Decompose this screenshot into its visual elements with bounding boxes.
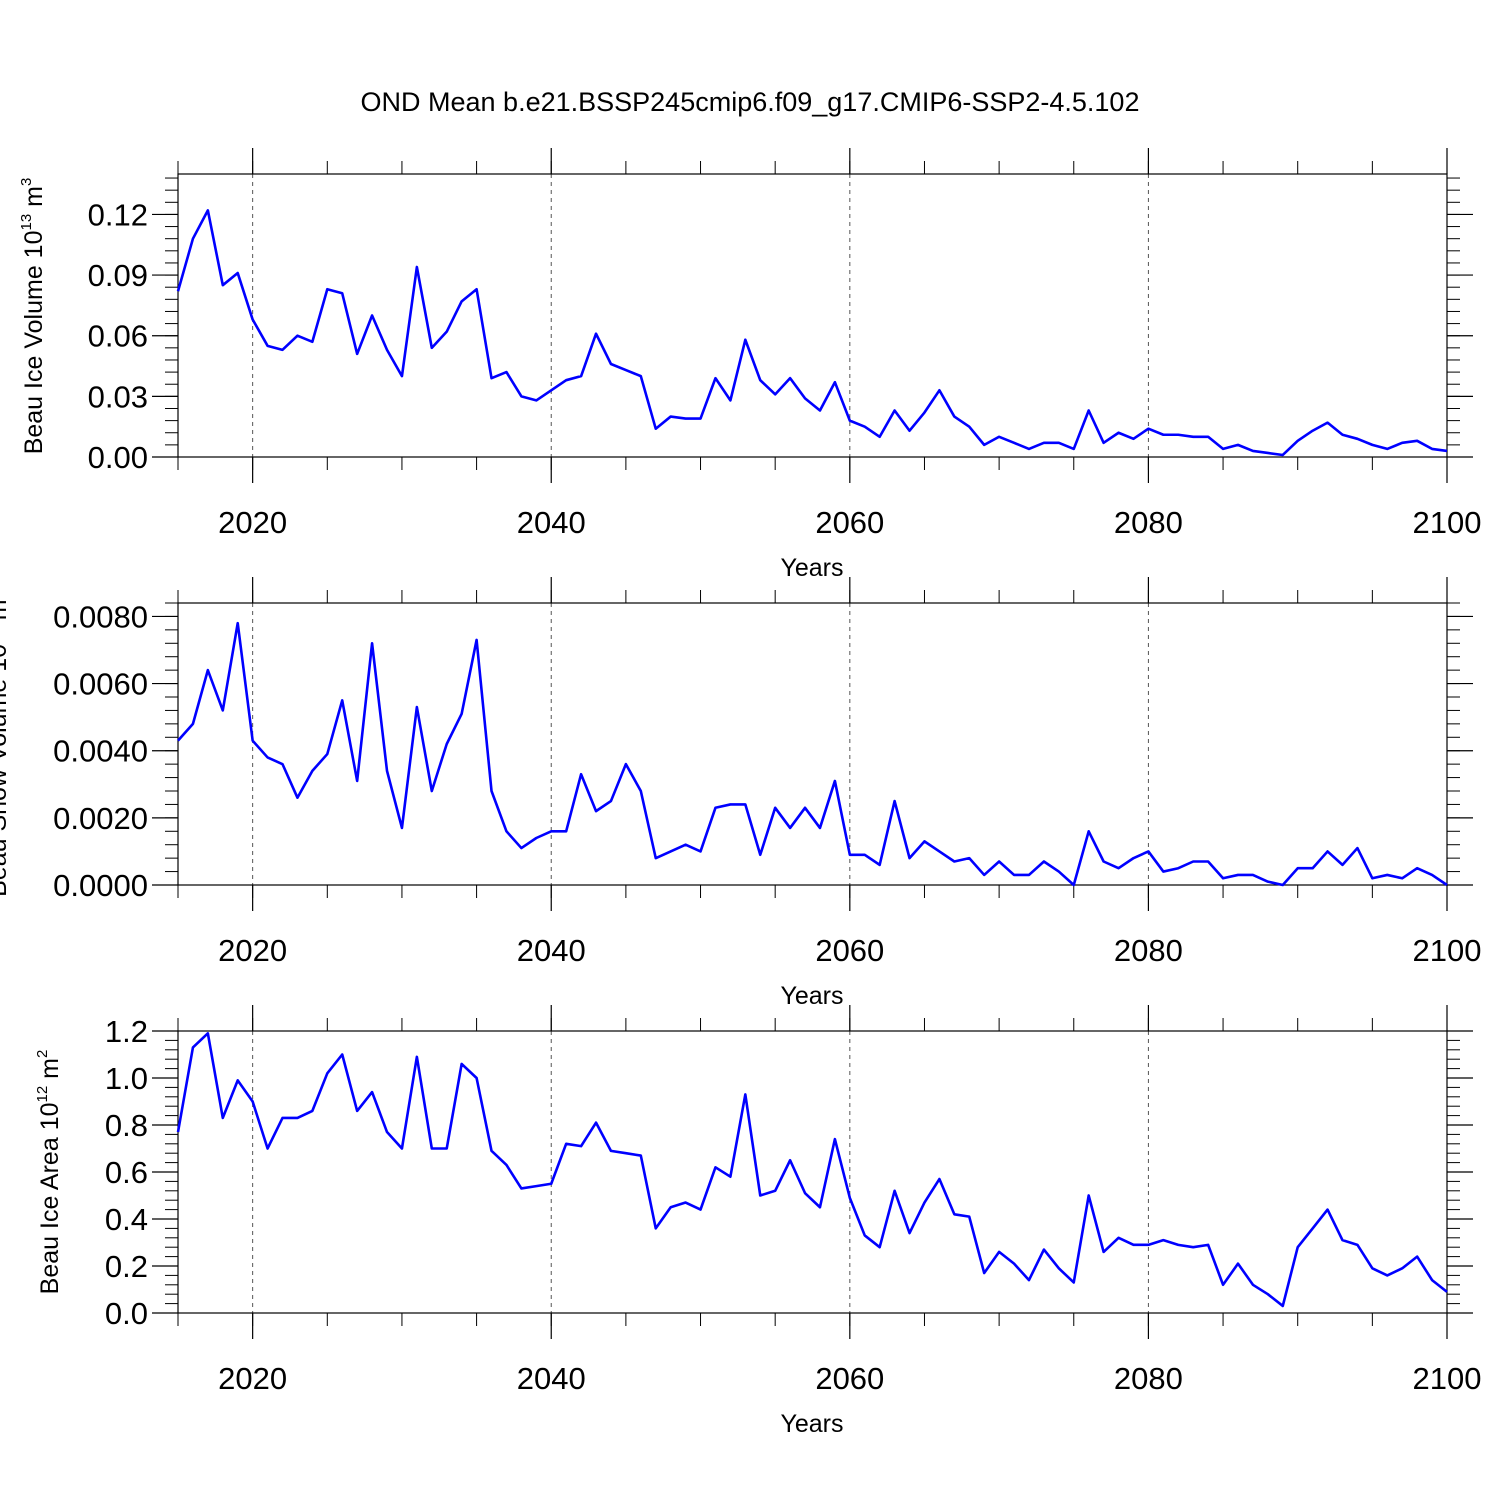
y-axis-label: Beau Snow Volume 1013 m3	[0, 591, 12, 897]
series-line	[176, 1032, 1448, 1308]
y-tick-label: 1.2	[105, 1014, 148, 1049]
x-tick-label: 2080	[1114, 933, 1183, 968]
plot-frame	[177, 173, 1448, 458]
x-tick-label: 2020	[218, 933, 287, 968]
panel-frame: 2020 2040 2060 2080 2100 0.00 0.03 0.06 0.09 0.12	[88, 148, 1482, 540]
x-axis-label: Years	[780, 1410, 843, 1438]
series-line	[177, 621, 1448, 887]
y-tick-label: 0.0	[105, 1296, 148, 1331]
x-tick-label: 2100	[1413, 933, 1482, 968]
x-tick-label: 2080	[1114, 505, 1183, 540]
y-tick-label: 0.03	[88, 379, 148, 414]
y-tick-label: 0.4	[105, 1202, 148, 1237]
y-tick-label: 0.0060	[53, 667, 148, 702]
y-tick-label: 0.8	[105, 1108, 148, 1143]
panel-ice-area: 2020 2040 2060 2080 2100 0.0 0.2 0.4 0.6 0.8 1.0 1.…	[34, 1005, 1481, 1438]
y-tick-label: 0.12	[88, 197, 148, 232]
x-tick-label: 2080	[1114, 1361, 1183, 1396]
y-tick-label: 0.2	[105, 1249, 148, 1284]
x-tick-label: 2100	[1413, 1361, 1482, 1396]
panel-frame: 2020 2040 2060 2080 2100 0.0 0.2 0.4 0.6 0.8 1.0 1.…	[105, 1005, 1482, 1396]
figure-title: OND Mean b.e21.BSSP245cmip6.f09_g17.CMIP…	[361, 87, 1140, 117]
panel-frame: 2020 2040 2060 2080 2100 0.0000 0.0020 0.0040 0.…	[53, 577, 1481, 968]
y-tick-label: 0.09	[88, 258, 148, 293]
series-line	[176, 209, 1448, 457]
y-tick-label: 0.6	[105, 1155, 148, 1190]
y-tick-label: 0.0000	[53, 868, 148, 903]
x-tick-label: 2060	[815, 1361, 884, 1396]
x-tick-label: 2040	[517, 933, 586, 968]
x-axis-label: Years	[780, 982, 843, 1010]
x-axis-label: Years	[780, 554, 843, 582]
x-tick-label: 2100	[1413, 505, 1482, 540]
x-tick-label: 2020	[218, 505, 287, 540]
plot-frame	[177, 1030, 1448, 1314]
x-tick-label: 2060	[815, 933, 884, 968]
y-tick-label: 0.0040	[53, 734, 148, 769]
x-tick-label: 2040	[517, 1361, 586, 1396]
y-tick-label: 0.00	[88, 440, 148, 475]
x-tick-label: 2020	[218, 1361, 287, 1396]
x-tick-label: 2060	[815, 505, 884, 540]
y-axis-label: Beau Ice Area 1012 m2	[34, 1050, 64, 1295]
y-tick-label: 0.0020	[53, 801, 148, 836]
y-tick-label: 1.0	[105, 1061, 148, 1096]
y-tick-label: 0.06	[88, 319, 148, 354]
panel-snow-volume: 2020 2040 2060 2080 2100 0.0000 0.0020 0.0040 0.…	[0, 577, 1481, 1010]
plot-frame	[177, 602, 1448, 886]
y-axis-label: Beau Ice Volume 1013 m3	[18, 178, 48, 455]
panel-ice-volume: 2020 2040 2060 2080 2100 0.00 0.03 0.06 0.09 0.12…	[18, 148, 1481, 582]
y-tick-label: 0.0080	[53, 599, 148, 634]
x-tick-label: 2040	[517, 505, 586, 540]
